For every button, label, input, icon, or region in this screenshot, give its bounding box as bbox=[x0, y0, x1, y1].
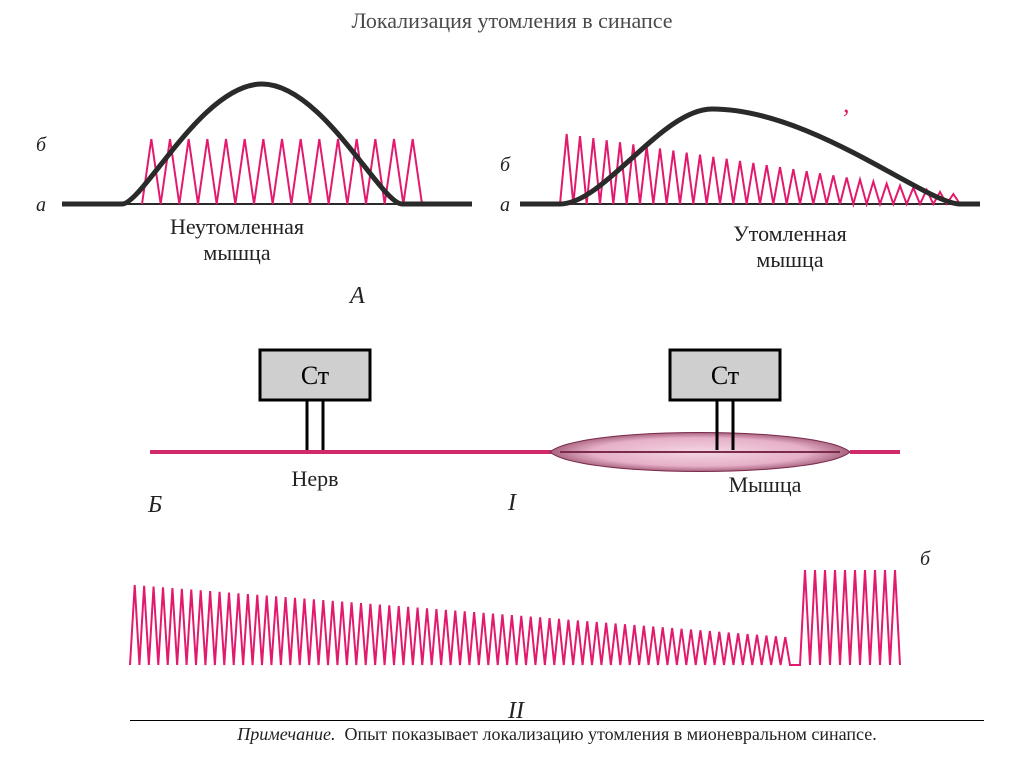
axis-label-b-myogram: б bbox=[920, 548, 930, 571]
panel-a-label: А bbox=[350, 283, 365, 310]
caption-fatigued: Утомленнаямышца bbox=[560, 221, 1020, 273]
axis-label-b-left: б bbox=[36, 134, 46, 157]
caption-unfatigued: Неутомленнаямышца bbox=[32, 214, 442, 266]
svg-text:Мышца: Мышца bbox=[729, 472, 802, 497]
page: Локализация утомления в синапсе б а Неут… bbox=[0, 0, 1024, 767]
svg-text:Ст: Ст bbox=[711, 361, 739, 390]
chart-unfatigued: б а Неутомленнаямышца bbox=[62, 54, 472, 274]
panel-b-label: Б bbox=[148, 492, 162, 519]
nerve-muscle-svg: Ст Ст Нерв Мышца bbox=[140, 330, 900, 520]
note-prefix: Примечание. bbox=[237, 724, 335, 744]
note-text: Примечание. Опыт показывает локализацию … bbox=[130, 724, 984, 745]
svg-text:Нерв: Нерв bbox=[291, 466, 338, 491]
axis-label-a-right: а bbox=[500, 194, 510, 217]
trace-fatigued bbox=[520, 54, 980, 244]
diagram-nerve-muscle: Ст Ст Нерв Мышца bbox=[140, 330, 900, 520]
svg-text:Ст: Ст bbox=[301, 361, 329, 390]
note-body: Опыт показывает локализацию утомления в … bbox=[345, 724, 877, 744]
roman-one: I bbox=[508, 490, 516, 517]
axis-label-b-right: б bbox=[500, 154, 510, 177]
page-title: Локализация утомления в синапсе bbox=[0, 8, 1024, 34]
tick-mark: ’ bbox=[840, 104, 849, 134]
chart-fatigued: б а ’ Утомленнаямышца bbox=[520, 54, 980, 274]
note-rule bbox=[130, 720, 984, 721]
myogram-trace bbox=[110, 555, 930, 705]
